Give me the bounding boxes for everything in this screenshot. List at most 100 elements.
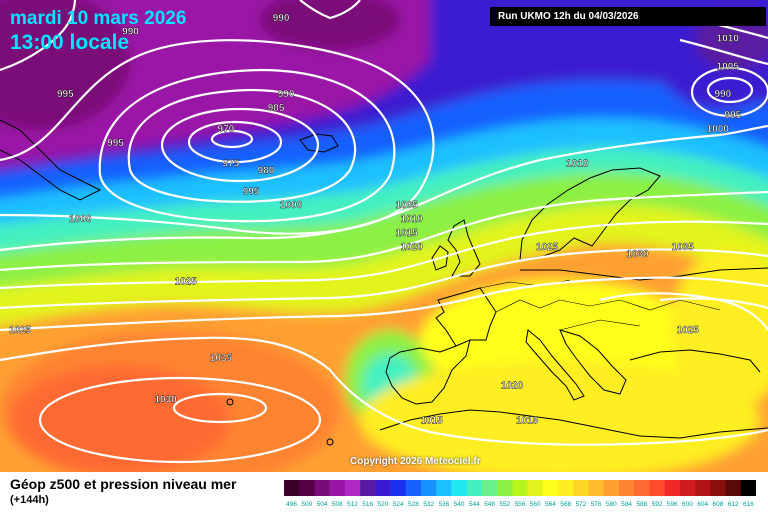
coastline-iceland (299, 133, 339, 153)
legend-tick-label: 512 (347, 501, 358, 508)
map-title: Géop z500 et pression niveau mer (10, 476, 237, 492)
legend-swatch (542, 480, 559, 496)
coastline-north-africa (379, 409, 768, 439)
legend-tick-label: 588 (636, 501, 647, 508)
isobar-high-1035 (172, 392, 268, 424)
legend-swatch (603, 480, 620, 496)
forecast-time: 13:00 locale (10, 31, 130, 54)
isobar-label: 1025 (9, 325, 32, 336)
coastline-iberia (385, 339, 471, 405)
legend-swatch (375, 480, 391, 496)
legend-swatch (740, 480, 756, 496)
legend-swatch (649, 480, 665, 496)
legend-tick-label: 548 (484, 501, 495, 508)
isobar-ne-1005 (679, 38, 768, 66)
legend-tick-label: 564 (545, 501, 556, 508)
legend-swatch (344, 480, 361, 496)
coastline-britain (447, 219, 481, 277)
legend-swatch (512, 480, 528, 496)
legend-tick-label: 616 (743, 501, 754, 508)
legend-tick-label: 608 (713, 501, 724, 508)
coastline-balkans (559, 329, 627, 395)
isobar-label: 1025 (175, 277, 198, 288)
legend-swatch (284, 480, 300, 496)
isobar-label: 1030 (626, 249, 649, 260)
isobar-label: 1000 (280, 200, 303, 211)
isobar-1000 (0, 124, 768, 252)
legend-swatch (390, 480, 407, 496)
isobar-1015 (0, 248, 768, 310)
isobar-label: 1015 (516, 415, 539, 426)
legend-swatch (634, 480, 650, 496)
legend-tick-label: 508 (332, 501, 343, 508)
isobar-label: 975 (223, 159, 240, 170)
isobars (0, 0, 768, 462)
land-outlines (0, 119, 768, 446)
legend-tick-label: 552 (499, 501, 510, 508)
legend-swatch (497, 480, 513, 496)
legend-tick-label: 544 (469, 501, 480, 508)
isobar-high-1030 (38, 376, 322, 464)
isobar-label: 1000 (707, 124, 730, 135)
legend-tick-label: 584 (621, 501, 632, 508)
isobar-label: 970 (218, 124, 235, 135)
isobar-labels: 990 990 1010 1005 990 995 1000 990 985 970 975 980 9… (9, 13, 742, 427)
isobar-label: 995 (107, 138, 124, 149)
isobar-ne-low-990 (706, 76, 754, 104)
coastline-greenland (0, 119, 102, 201)
isobar-label: 995 (725, 110, 742, 121)
isobar-low-970 (210, 129, 254, 149)
azores-islands (226, 398, 234, 406)
legend-tick-label: 524 (393, 501, 404, 508)
legend-tick-label: 536 (438, 501, 449, 508)
isobar-label: 1010 (717, 34, 740, 45)
isobar-label: 1005 (717, 61, 740, 72)
legend-swatch (710, 480, 726, 496)
isobar-label: 1005 (395, 200, 418, 211)
isobar-label: 1025 (536, 242, 559, 253)
isobar-label: 995 (243, 186, 260, 197)
isobar-label: 980 (258, 166, 275, 177)
legend-tick-label: 556 (515, 501, 526, 508)
legend-tick-label: 504 (317, 501, 328, 508)
legend-swatch (527, 480, 544, 496)
coastline-italy (525, 329, 585, 401)
isobar-label: 990 (273, 13, 290, 24)
legend-tick-label: 596 (667, 501, 678, 508)
isobar-label: 1025 (677, 325, 700, 336)
legend-swatch (314, 480, 330, 496)
isobar-ne-low-995 (690, 66, 768, 118)
isobar-1020 (0, 276, 768, 332)
legend-swatch (421, 480, 437, 496)
model-run-label: Run UKMO 12h du 04/03/2026 (490, 7, 766, 26)
forecast-map: 990 990 1010 1005 990 995 1000 990 985 970 975 980 9… (0, 0, 768, 472)
isobar-990 (98, 68, 396, 223)
legend-tick-label: 568 (560, 501, 571, 508)
isobar-label: 1020 (501, 381, 524, 392)
isobar-low-975 (187, 120, 283, 164)
legend-tick-label: 496 (286, 501, 297, 508)
isobar-low-980 (160, 107, 320, 183)
legend-tick-label: 540 (454, 501, 465, 508)
legend-swatch (695, 480, 711, 496)
legend-tick-label: 612 (728, 501, 739, 508)
legend-tick-label: 572 (575, 501, 586, 508)
legend-swatch (405, 480, 422, 496)
isobar-label: 990 (278, 89, 295, 100)
legend-tick-label: 600 (682, 501, 693, 508)
legend-tick-label: 580 (606, 501, 617, 508)
isobar-label: 1030 (154, 395, 177, 406)
legend-swatch (481, 480, 498, 496)
map-footer: Géop z500 et pression niveau mer (+144h)… (0, 472, 768, 512)
legend-tick-label: 592 (652, 501, 663, 508)
isobar-label: 995 (57, 89, 74, 100)
isobar-1025 (0, 336, 768, 446)
isobar-label: 1035 (672, 242, 695, 253)
copyright-text: Copyright 2026 Meteociel.fr (350, 456, 481, 467)
isobar-label: 1015 (421, 415, 444, 426)
canary-islands (326, 438, 334, 446)
legend-swatch (360, 480, 376, 496)
legend-tick-label: 528 (408, 501, 419, 508)
isobar-1030-east (659, 297, 768, 310)
